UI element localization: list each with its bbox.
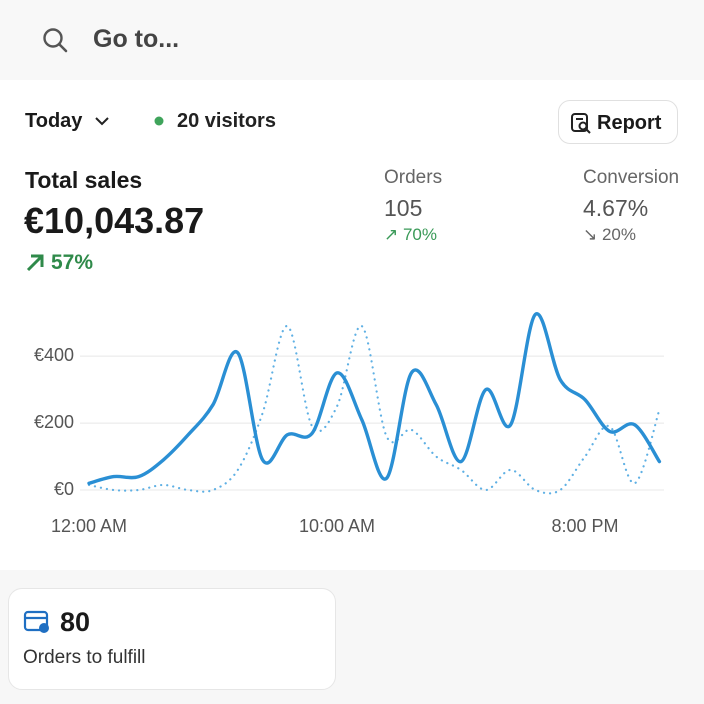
chart: €0 €200 €400 12:00 AM 10:00 AM 8:00 PM <box>34 312 664 536</box>
range-selector[interactable]: Today <box>25 110 110 133</box>
down-arrow: ↘ <box>583 225 602 244</box>
up-arrow: ↗ <box>384 225 403 244</box>
report-label: Report <box>597 112 662 134</box>
card-count: 80 <box>60 607 91 637</box>
chevron <box>95 117 109 126</box>
search-placeholder: Go to... <box>93 25 180 53</box>
change-value: 70% <box>402 225 437 244</box>
metric-label: Orders <box>384 167 443 188</box>
metric-label: Conversion <box>583 167 680 188</box>
range-label: Today <box>25 110 83 132</box>
report-icon <box>571 113 591 134</box>
metric-label: Total sales <box>25 167 143 193</box>
metric-change: ↗ 70% <box>384 225 437 245</box>
x-tick-label: 8:00 PM <box>551 516 618 536</box>
search-bar[interactable]: Go to... <box>0 0 704 80</box>
y-tick-label: €400 <box>34 345 74 365</box>
up-arrow <box>26 254 44 272</box>
change-value: 20% <box>601 225 636 244</box>
metric-value: €10,043.87 <box>24 200 205 241</box>
metric-change: ↘ 20% <box>583 225 636 245</box>
card-icon <box>23 610 49 633</box>
series-line <box>87 312 662 486</box>
live-dot <box>154 116 164 126</box>
metric-value: 4.67% <box>583 195 649 221</box>
y-tick-label: €0 <box>54 479 74 499</box>
series-line <box>87 324 661 495</box>
x-tick-label: 10:00 AM <box>299 516 375 536</box>
y-tick-label: €200 <box>34 412 74 432</box>
card-label: Orders to fulfill <box>23 647 146 668</box>
fulfill-card[interactable]: 80 Orders to fulfill <box>8 588 336 690</box>
metric-value: 105 <box>384 195 423 221</box>
x-tick-label: 12:00 AM <box>51 516 127 536</box>
search-icon <box>43 28 68 53</box>
metric-change: 57% <box>51 251 94 274</box>
visitors: 20 visitors <box>177 110 276 132</box>
report-button[interactable]: Report <box>558 100 678 144</box>
